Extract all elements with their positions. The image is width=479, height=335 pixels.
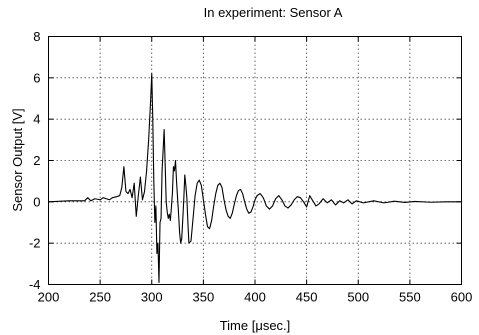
x-tick-label: 300	[141, 290, 163, 305]
y-tick-label: 0	[33, 194, 40, 209]
x-tick-label: 200	[38, 290, 60, 305]
x-tick-label: 400	[244, 290, 266, 305]
plot-frame	[48, 36, 462, 285]
y-tick-label: 6	[33, 70, 40, 85]
chart-title: In experiment: Sensor A	[204, 5, 343, 20]
x-tick-label: 450	[296, 290, 318, 305]
grid-lines	[48, 36, 462, 285]
x-tick-label: 350	[193, 290, 215, 305]
y-tick-label: 4	[33, 112, 40, 127]
x-tick-label: 250	[89, 290, 111, 305]
y-tick-label: 2	[33, 153, 40, 168]
y-tick-label: -4	[29, 277, 41, 292]
series-line	[48, 73, 462, 283]
x-tick-label: 600	[451, 290, 473, 305]
y-tick-labels: -4 -2 0 2 4 6 8	[29, 29, 41, 292]
x-tick-label: 500	[347, 290, 369, 305]
y-tick-label: -2	[29, 236, 41, 251]
x-axis-label: Time [μsec.]	[220, 318, 291, 333]
y-axis-label: Sensor Output [V]	[10, 108, 25, 211]
series-layer	[48, 73, 462, 283]
y-tick-label: 8	[33, 29, 40, 44]
x-tick-labels: 200 250 300 350 400 450 500 550 600	[38, 290, 473, 305]
x-tick-label: 550	[399, 290, 421, 305]
